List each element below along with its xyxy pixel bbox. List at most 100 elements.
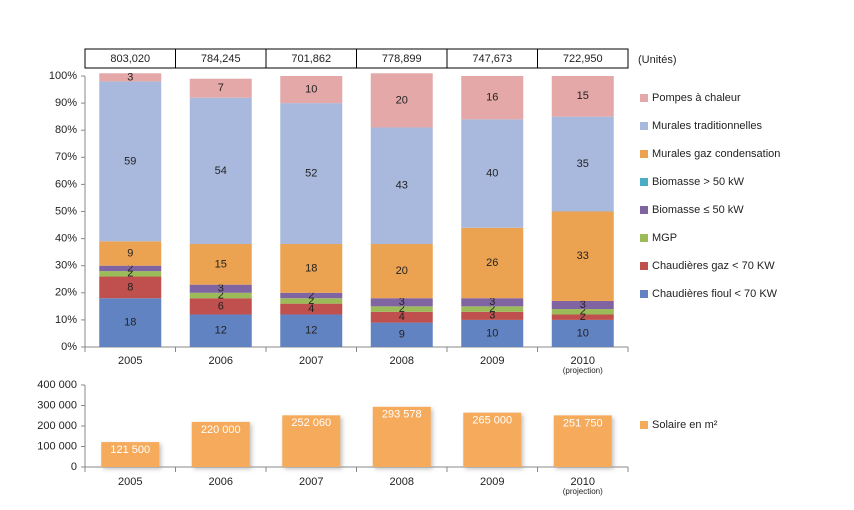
bar-segment [551, 211, 614, 301]
data-label: 26 [486, 257, 498, 269]
bar-segment [461, 311, 524, 320]
data-label: 220 000 [201, 424, 241, 436]
x-tick-label: 2010 [571, 476, 595, 488]
legend-swatch [640, 262, 648, 270]
bar-segment [99, 265, 162, 272]
data-label: 43 [396, 180, 408, 192]
data-label: 6 [218, 300, 224, 312]
bar-segment [461, 298, 524, 307]
data-label: 3 [127, 71, 133, 83]
y-tick-label: 0 [71, 461, 77, 473]
total-label: 784,245 [201, 53, 241, 65]
bar-segment [551, 76, 614, 117]
y-tick-label: 50% [55, 205, 77, 217]
y-tick-label: 100% [49, 70, 77, 82]
data-label: 3 [399, 296, 405, 308]
total-label: 803,020 [110, 53, 150, 65]
legend-label: Chaudières gaz < 70 KW [652, 260, 775, 272]
bar-segment [461, 119, 524, 228]
bar-segment [461, 319, 524, 347]
y-tick-label: 10% [55, 314, 77, 326]
x-tick-label: 2008 [390, 476, 414, 488]
data-label: 252 060 [291, 417, 331, 429]
legend-swatch [640, 122, 648, 130]
legend-label: Pompes à chaleur [652, 92, 741, 104]
data-label: 293 578 [382, 409, 422, 421]
y-tick-label: 90% [55, 97, 77, 109]
y-tick-label: 70% [55, 151, 77, 163]
bar [463, 412, 522, 467]
bar-segment [551, 300, 614, 310]
data-label: 35 [577, 158, 589, 170]
data-label: 2 [218, 289, 224, 301]
x-tick-label: 2009 [480, 476, 504, 488]
bar-segment [189, 314, 252, 347]
data-label: 8 [127, 281, 133, 293]
legend-label: Solaire en m² [652, 419, 718, 431]
legend-label: Biomasse ≤ 50 kW [652, 204, 744, 216]
bar-segment [189, 298, 252, 315]
data-label: 2 [308, 295, 314, 307]
legend-swatch [640, 94, 648, 102]
bar-segment [370, 127, 433, 245]
bar [101, 442, 160, 467]
bar-segment [280, 298, 343, 304]
x-tick-label: 2007 [299, 355, 323, 367]
data-label: 9 [399, 329, 405, 341]
total-label: 747,673 [472, 53, 512, 65]
totals-unit: (Unités) [638, 54, 677, 66]
bar [282, 415, 341, 467]
legend-swatch [640, 150, 648, 158]
data-label: 4 [308, 303, 314, 315]
bar-segment [461, 76, 524, 120]
bar-segment [370, 73, 433, 128]
bar-segment [99, 276, 162, 299]
bar-segment [551, 309, 614, 315]
x-tick-label: 2006 [209, 355, 233, 367]
bar-segment [189, 244, 252, 285]
x-tick-label: 2008 [390, 355, 414, 367]
bar [372, 406, 431, 467]
data-label: 12 [215, 325, 227, 337]
y-tick-label: 60% [55, 178, 77, 190]
bar-segment [99, 73, 162, 82]
bar-segment [280, 76, 343, 104]
legend-swatch [640, 234, 648, 242]
bar [191, 421, 250, 467]
bar-segment [189, 97, 252, 245]
bar-segment [99, 241, 162, 266]
legend-label: Murales gaz condensation [652, 148, 780, 160]
annotation: (projection) [563, 487, 603, 496]
data-label: 52 [305, 167, 317, 179]
legend-label: Murales traditionnelles [652, 120, 763, 132]
data-label: 18 [124, 317, 136, 329]
data-label: 40 [486, 167, 498, 179]
bar-segment [461, 306, 524, 312]
bar-segment [280, 292, 343, 299]
data-label: 18 [305, 262, 317, 274]
bar-segment [370, 244, 433, 299]
data-label: 20 [396, 94, 408, 106]
y-tick-label: 200 000 [37, 420, 77, 432]
x-tick-label: 2010 [571, 355, 595, 367]
data-label: 2 [580, 306, 586, 318]
y-tick-label: 20% [55, 287, 77, 299]
bar-segment [370, 322, 433, 347]
data-label: 2 [580, 311, 586, 323]
bar-segment [189, 292, 252, 299]
legend-swatch [640, 421, 648, 429]
bar-segment [370, 298, 433, 307]
legend-swatch [640, 290, 648, 298]
data-label: 265 000 [472, 415, 512, 427]
bar-segment [551, 314, 614, 320]
total-label: 701,862 [291, 53, 331, 65]
data-label: 20 [396, 265, 408, 277]
data-label: 15 [215, 258, 227, 270]
data-label: 10 [486, 327, 498, 339]
data-label: 3 [489, 310, 495, 322]
y-tick-label: 30% [55, 260, 77, 272]
bar-segment [280, 244, 343, 293]
bar-segment [551, 319, 614, 347]
data-label: 2 [127, 262, 133, 274]
